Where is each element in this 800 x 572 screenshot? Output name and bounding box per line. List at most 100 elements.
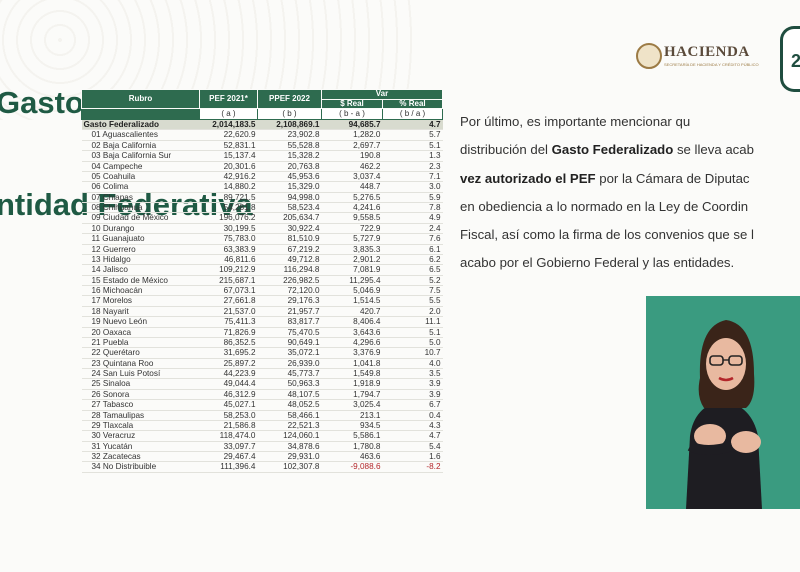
para-line-2: distribución del Gasto Federalizado se l… [460,136,800,164]
table-row: 31 Yucatán 33,097.7 34,878.6 1,780.8 5.4 [81,441,443,453]
para-line-3: vez autorizado el PEF por la Cámara de D… [460,165,800,193]
cell-pct: 3.9 [382,378,443,390]
cell-rubro: 29 Tlaxcala [81,420,200,432]
cell-real: 2,901.2 [321,254,383,266]
cell-rubro: 22 Querétaro [81,347,200,359]
cell-rubro: 32 Zacatecas [81,451,200,463]
cell-ppef: 30,922.4 [257,223,322,235]
header-pct: % Real [382,98,443,109]
cell-ppef: 116,294.8 [257,264,322,276]
cell-real: 1,549.8 [321,368,383,380]
cell-pct: 1.6 [382,451,443,463]
cell-real: 1,780.8 [321,441,383,453]
table-row: 34 No Distribuible 111,396.4 102,307.8 -9,0… [81,461,443,473]
cell-pct: 6.1 [382,244,443,255]
cell-pef: 22,620.9 [199,129,258,141]
cell-real: 8,406.4 [321,316,383,328]
cell-real: 1,282.0 [321,129,383,141]
cell-pct: 10.7 [382,347,443,359]
cell-ppef: 205,634.7 [257,212,322,224]
table-row: 02 Baja California 52,831.1 55,528.8 2,697.… [81,140,443,152]
cell-pef: 118,474.0 [199,430,258,442]
cell-rubro: Gasto Federalizado [81,119,200,131]
cell-rubro: 03 Baja California Sur [81,150,200,162]
cell-pct: 7.8 [382,202,443,214]
table-row: 05 Coahuila 42,916.2 45,953.6 3,037.4 7.1 [81,171,443,183]
table-row: 15 Estado de México 215,687.1 226,982.5 11,… [81,275,443,287]
cell-ppef: 124,060.1 [257,430,322,442]
cell-pct: 6.7 [382,399,443,411]
table-row: 13 Hidalgo 46,811.6 49,712.8 2,901.2 6.2 [81,254,443,266]
cell-rubro: 10 Durango [81,223,200,235]
cell-pef: 67,073.1 [199,285,258,297]
cell-rubro: 09 Ciudad de México [81,212,200,224]
para-text: se lleva acab [673,142,754,158]
cell-ppef: 72,120.0 [257,285,322,297]
cell-pef: 49,044.4 [199,378,258,390]
cell-ppef: 22,521.3 [257,420,322,432]
cell-real: 5,276.5 [321,192,383,204]
cell-pct: 5.1 [382,327,443,338]
cell-pef: 2,014,183.5 [199,119,258,131]
cell-rubro: 34 No Distribuible [81,461,200,473]
table-row: 03 Baja California Sur 15,137.4 15,328.2 19… [81,150,443,162]
table-row: 32 Zacatecas 29,467.4 29,931.0 463.6 1.6 [81,451,443,463]
cell-ppef: 20,763.8 [257,161,322,172]
cell-pef: 31,695.2 [199,347,258,359]
header-var: Var [321,89,443,100]
cell-ppef: 29,931.0 [257,451,322,463]
cell-ppef: 26,939.0 [257,358,322,370]
cell-ppef: 45,953.6 [257,171,322,183]
para-text: por la Cámara de Diputac [595,170,750,186]
table-row: 08 Chihuahua 54,281.8 58,523.4 4,241.6 7.8 [81,202,443,214]
cell-real: -9,088.6 [321,461,383,473]
cell-ppef: 94,998.0 [257,192,322,204]
cell-ppef: 48,107.5 [257,389,322,401]
table-row: 11 Guanajuato 75,783.0 81,510.9 5,727.9 7.6 [81,233,443,245]
cell-pct: 4.7 [382,430,443,442]
cell-rubro: 13 Hidalgo [81,254,200,266]
cell-rubro: 28 Tamaulipas [81,410,200,421]
gasto-table: Rubro PEF 2021* PPEF 2022 Var $ Real % R… [81,89,443,473]
cell-ppef: 55,528.8 [257,140,322,152]
cell-pct: 2.4 [382,223,443,235]
cell-pct: 5.9 [382,192,443,204]
table-row: 10 Durango 30,199.5 30,922.4 722.9 2.4 [81,223,443,235]
cell-ppef: 58,523.4 [257,202,322,214]
table-row: 24 San Luis Potosí 44,223.9 45,773.7 1,549.… [81,368,443,380]
cell-rubro: 24 San Luis Potosí [81,368,200,380]
cell-pct: 3.9 [382,389,443,401]
cell-pct: 4.9 [382,212,443,224]
cell-real: 1,794.7 [321,389,383,401]
cell-rubro: 18 Nayarit [81,306,200,318]
interpreter-figure [686,320,762,509]
cell-real: 11,295.4 [321,275,383,287]
cell-ppef: 35,072.1 [257,347,322,359]
cell-pef: 58,253.0 [199,410,258,421]
cell-pef: 46,811.6 [199,254,258,266]
cell-pct: 5.0 [382,337,443,349]
cell-real: 7,081.9 [321,264,383,276]
cell-pct: 3.5 [382,368,443,380]
cell-real: 1,041.8 [321,358,383,370]
cell-real: 420.7 [321,306,383,318]
cell-real: 462.2 [321,161,383,172]
cell-pct: -8.2 [382,461,443,473]
cell-real: 5,586.1 [321,430,383,442]
table-row: 17 Morelos 27,661.8 29,176.3 1,514.5 5.5 [81,295,443,307]
cell-rubro: 23 Quintana Roo [81,358,200,370]
table-row: 23 Quintana Roo 25,897.2 26,939.0 1,041.8 4.… [81,358,443,370]
cell-pct: 2.3 [382,161,443,172]
cell-real: 9,558.5 [321,212,383,224]
cell-ppef: 90,649.1 [257,337,322,349]
cell-pef: 52,831.1 [199,140,258,152]
table-row: 19 Nuevo León 75,411.3 83,817.7 8,406.4 11.1 [81,316,443,328]
cell-real: 2,697.7 [321,140,383,152]
cell-pct: 11.1 [382,316,443,328]
hacienda-logo-text: HACIENDA [664,44,750,60]
hacienda-logo: HACIENDA SECRETARÍA DE HACIENDA Y CRÉDIT… [636,42,759,72]
table-row: 12 Guerrero 63,383.9 67,219.2 3,835.3 6.1 [81,244,443,255]
cell-pef: 46,312.9 [199,389,258,401]
cell-pef: 15,137.4 [199,150,258,162]
cell-pct: 5.7 [382,129,443,141]
